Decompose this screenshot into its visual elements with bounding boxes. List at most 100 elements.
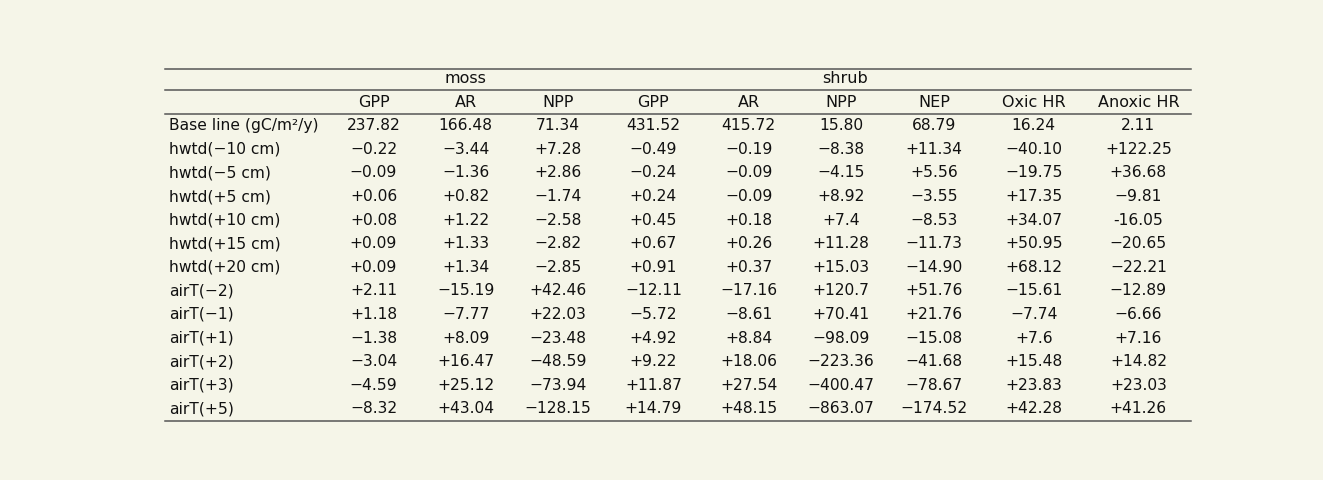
- Text: +120.7: +120.7: [812, 283, 869, 299]
- Text: +0.45: +0.45: [630, 213, 677, 228]
- Text: NPP: NPP: [542, 95, 574, 110]
- Text: +23.03: +23.03: [1110, 378, 1167, 393]
- Text: airT(+5): airT(+5): [169, 401, 234, 416]
- Text: +15.03: +15.03: [812, 260, 869, 275]
- Text: +0.91: +0.91: [630, 260, 677, 275]
- Text: 68.79: 68.79: [912, 118, 957, 133]
- Text: −4.59: −4.59: [349, 378, 397, 393]
- Text: +9.22: +9.22: [630, 354, 677, 369]
- Text: −78.67: −78.67: [906, 378, 963, 393]
- Text: +21.76: +21.76: [906, 307, 963, 322]
- Text: −40.10: −40.10: [1005, 142, 1062, 157]
- Text: +68.12: +68.12: [1005, 260, 1062, 275]
- Text: −0.09: −0.09: [725, 166, 773, 180]
- Text: −20.65: −20.65: [1110, 236, 1167, 251]
- Text: −3.04: −3.04: [349, 354, 397, 369]
- Text: +1.18: +1.18: [351, 307, 397, 322]
- Text: −2.85: −2.85: [534, 260, 582, 275]
- Text: +2.11: +2.11: [351, 283, 397, 299]
- Text: +1.22: +1.22: [442, 213, 490, 228]
- Text: −15.19: −15.19: [437, 283, 495, 299]
- Text: GPP: GPP: [357, 95, 389, 110]
- Text: NEP: NEP: [918, 95, 950, 110]
- Text: +0.82: +0.82: [442, 189, 490, 204]
- Text: −19.75: −19.75: [1005, 166, 1062, 180]
- Text: airT(+1): airT(+1): [169, 331, 234, 346]
- Text: +42.28: +42.28: [1005, 401, 1062, 416]
- Text: +7.28: +7.28: [534, 142, 582, 157]
- Text: +0.08: +0.08: [351, 213, 397, 228]
- Text: +1.33: +1.33: [442, 236, 490, 251]
- Text: −14.90: −14.90: [906, 260, 963, 275]
- Text: +0.24: +0.24: [630, 189, 677, 204]
- Text: 431.52: 431.52: [626, 118, 680, 133]
- Text: +8.84: +8.84: [725, 331, 773, 346]
- Text: +0.26: +0.26: [725, 236, 773, 251]
- Text: −48.59: −48.59: [529, 354, 587, 369]
- Text: +4.92: +4.92: [630, 331, 677, 346]
- Text: +18.06: +18.06: [720, 354, 778, 369]
- Text: −0.22: −0.22: [351, 142, 397, 157]
- Text: −8.53: −8.53: [910, 213, 958, 228]
- Text: −400.47: −400.47: [807, 378, 875, 393]
- Text: 237.82: 237.82: [347, 118, 401, 133]
- Text: hwtd(+5 cm): hwtd(+5 cm): [169, 189, 271, 204]
- Text: −174.52: −174.52: [901, 401, 968, 416]
- Text: +43.04: +43.04: [437, 401, 495, 416]
- Text: −7.77: −7.77: [442, 307, 490, 322]
- Text: +36.68: +36.68: [1110, 166, 1167, 180]
- Text: −2.58: −2.58: [534, 213, 582, 228]
- Text: −128.15: −128.15: [525, 401, 591, 416]
- Text: Oxic HR: Oxic HR: [1002, 95, 1065, 110]
- Text: +8.92: +8.92: [818, 189, 865, 204]
- Text: −41.68: −41.68: [906, 354, 963, 369]
- Text: hwtd(+15 cm): hwtd(+15 cm): [169, 236, 280, 251]
- Text: −12.11: −12.11: [624, 283, 681, 299]
- Text: +25.12: +25.12: [437, 378, 495, 393]
- Text: +48.15: +48.15: [720, 401, 778, 416]
- Text: +50.95: +50.95: [1005, 236, 1062, 251]
- Text: AR: AR: [738, 95, 759, 110]
- Text: −8.32: −8.32: [351, 401, 397, 416]
- Text: −8.38: −8.38: [818, 142, 865, 157]
- Text: moss: moss: [445, 71, 487, 86]
- Text: +7.6: +7.6: [1015, 331, 1053, 346]
- Text: Anoxic HR: Anoxic HR: [1098, 95, 1179, 110]
- Text: 16.24: 16.24: [1012, 118, 1056, 133]
- Text: −9.81: −9.81: [1115, 189, 1162, 204]
- Text: -16.05: -16.05: [1114, 213, 1163, 228]
- Text: +2.86: +2.86: [534, 166, 582, 180]
- Text: −0.49: −0.49: [630, 142, 677, 157]
- Text: airT(+2): airT(+2): [169, 354, 234, 369]
- Text: −17.16: −17.16: [720, 283, 778, 299]
- Text: +0.06: +0.06: [349, 189, 397, 204]
- Text: +0.09: +0.09: [349, 236, 397, 251]
- Text: 71.34: 71.34: [536, 118, 581, 133]
- Text: hwtd(−5 cm): hwtd(−5 cm): [169, 166, 271, 180]
- Text: AR: AR: [455, 95, 476, 110]
- Text: +42.46: +42.46: [529, 283, 586, 299]
- Text: airT(−2): airT(−2): [169, 283, 234, 299]
- Text: +51.76: +51.76: [906, 283, 963, 299]
- Text: −223.36: −223.36: [807, 354, 875, 369]
- Text: −1.74: −1.74: [534, 189, 582, 204]
- Text: −8.61: −8.61: [725, 307, 773, 322]
- Text: +34.07: +34.07: [1005, 213, 1062, 228]
- Text: +11.87: +11.87: [624, 378, 681, 393]
- Text: +122.25: +122.25: [1105, 142, 1172, 157]
- Text: −863.07: −863.07: [807, 401, 875, 416]
- Text: +22.03: +22.03: [529, 307, 586, 322]
- Text: −15.08: −15.08: [906, 331, 963, 346]
- Text: +5.56: +5.56: [910, 166, 958, 180]
- Text: hwtd(+20 cm): hwtd(+20 cm): [169, 260, 280, 275]
- Text: −0.24: −0.24: [630, 166, 677, 180]
- Text: −0.09: −0.09: [349, 166, 397, 180]
- Text: −98.09: −98.09: [812, 331, 869, 346]
- Text: shrub: shrub: [823, 71, 868, 86]
- Text: airT(−1): airT(−1): [169, 307, 234, 322]
- Text: 15.80: 15.80: [819, 118, 863, 133]
- Text: +11.34: +11.34: [906, 142, 963, 157]
- Text: +41.26: +41.26: [1110, 401, 1167, 416]
- Text: +7.16: +7.16: [1115, 331, 1162, 346]
- Text: +14.82: +14.82: [1110, 354, 1167, 369]
